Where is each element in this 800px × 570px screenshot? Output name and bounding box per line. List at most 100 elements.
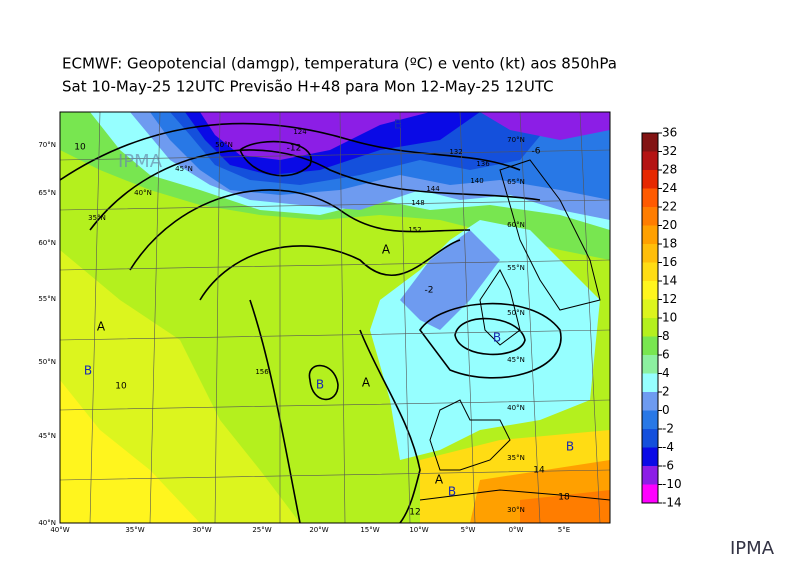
grid-label: 45°N — [507, 356, 525, 364]
lon-label: 25°W — [252, 526, 271, 534]
colorbar-band — [642, 484, 658, 503]
contour-label: 152 — [408, 226, 421, 234]
grid-label: 45°N — [175, 165, 193, 173]
colorbar-band — [642, 318, 658, 337]
colorbar-label: 2 — [662, 385, 670, 399]
colorbar-band — [642, 151, 658, 170]
contour-label: 140 — [470, 177, 483, 185]
colorbar-label: 14 — [662, 274, 677, 288]
colorbar-label: -10 — [662, 477, 682, 491]
grid-label: 60°N — [507, 221, 525, 229]
colorbar-band — [642, 429, 658, 448]
grid-label: 55°N — [507, 264, 525, 272]
colorbar-band — [642, 447, 658, 466]
logo: IPMA — [730, 538, 775, 559]
lat-label: 45°N — [38, 432, 56, 440]
contour-label: 156 — [255, 368, 269, 376]
lat-label: 60°N — [38, 239, 56, 247]
grid-label: 50°N — [507, 309, 525, 317]
lat-label: 55°N — [38, 295, 56, 303]
colorbar-label: 32 — [662, 144, 677, 158]
colorbar-label: 12 — [662, 292, 677, 306]
lon-label: 5°W — [461, 526, 476, 534]
colorbar-band — [642, 244, 658, 263]
colorbar-band — [642, 188, 658, 207]
contour-label: 144 — [426, 185, 440, 193]
colorbar-label: 18 — [662, 237, 677, 251]
subtitle: Sat 10-May-25 12UTC Previsão H+48 para M… — [62, 78, 554, 96]
contour-label: 12 — [409, 508, 420, 518]
colorbar-band — [642, 170, 658, 189]
contour-label: 18 — [558, 493, 570, 503]
pressure-center: B — [493, 331, 501, 345]
colorbar-label: 6 — [662, 348, 670, 362]
lon-label: 20°W — [309, 526, 328, 534]
grid-label: 40°N — [134, 189, 152, 197]
lat-label: 70°N — [38, 141, 56, 149]
contour-label: -12 — [287, 144, 302, 154]
lon-label: 15°W — [360, 526, 379, 534]
colorbar-band — [642, 355, 658, 374]
colorbar-band — [642, 410, 658, 429]
contour-label: 136 — [476, 160, 490, 168]
colorbar-band — [642, 336, 658, 355]
colorbar-label: 20 — [662, 218, 677, 232]
colorbar-label: -6 — [662, 459, 674, 473]
contour-label: 14 — [533, 466, 545, 476]
pressure-center: B — [566, 440, 574, 454]
map-frame — [59, 111, 611, 524]
colorbar-label: -14 — [662, 496, 682, 510]
colorbar-band — [642, 466, 658, 485]
lon-label: 0°W — [509, 526, 524, 534]
lat-label: 40°N — [38, 519, 56, 527]
colorbar-label: -2 — [662, 422, 674, 436]
pressure-center: B — [84, 364, 92, 378]
pressure-center: B — [316, 378, 324, 392]
grid-label: 70°N — [507, 136, 525, 144]
watermark-logo: IPMA — [118, 151, 163, 172]
colorbar-band — [642, 225, 658, 244]
pressure-center: B — [394, 118, 402, 132]
pressure-center: A — [362, 376, 371, 390]
contour-label: -2 — [425, 286, 434, 296]
grid-label: 35°N — [507, 454, 525, 462]
colorbar-band — [642, 133, 658, 152]
contour-label: 10 — [74, 143, 86, 153]
contour-label: 124 — [293, 128, 307, 136]
colorbar-label: 22 — [662, 200, 677, 214]
lat-label: 65°N — [38, 189, 56, 197]
contour-label: 148 — [411, 199, 424, 207]
contour-label: 132 — [449, 148, 462, 156]
lon-label: 40°W — [50, 526, 69, 534]
lon-label: 30°W — [192, 526, 211, 534]
colorbar-label: 4 — [662, 366, 670, 380]
pressure-center: A — [97, 320, 106, 334]
colorbar-label: 10 — [662, 311, 677, 325]
lon-label: 10°W — [409, 526, 428, 534]
pressure-center: B — [448, 485, 456, 499]
colorbar-band — [642, 207, 658, 226]
lon-label: 35°W — [125, 526, 144, 534]
title: ECMWF: Geopotencial (damgp), temperatura… — [62, 55, 617, 73]
colorbar-band — [642, 281, 658, 300]
map-labels: 70°N65°N60°N55°N50°N45°N40°N40°W 35°W 30°W… — [38, 118, 574, 535]
colorbar-band — [642, 299, 658, 318]
grid-label: 35°N — [88, 214, 106, 222]
grid-label: 65°N — [507, 178, 525, 186]
grid-label: 30°N — [507, 506, 525, 514]
grid-label: 50°N — [215, 141, 233, 149]
colorbar-band — [642, 262, 658, 281]
lon-label: 5°E — [558, 526, 570, 534]
colorbar-label: 24 — [662, 181, 677, 195]
colorbar-label: 16 — [662, 255, 677, 269]
colorbar-label: 36 — [662, 126, 677, 140]
colorbar-label: 28 — [662, 163, 677, 177]
grid-label: 40°N — [507, 404, 525, 412]
contour-label: 10 — [115, 382, 127, 392]
pressure-center: A — [435, 473, 444, 487]
map-field — [60, 112, 610, 523]
colorbar-label: 0 — [662, 403, 670, 417]
colorbar-label: -4 — [662, 440, 674, 454]
